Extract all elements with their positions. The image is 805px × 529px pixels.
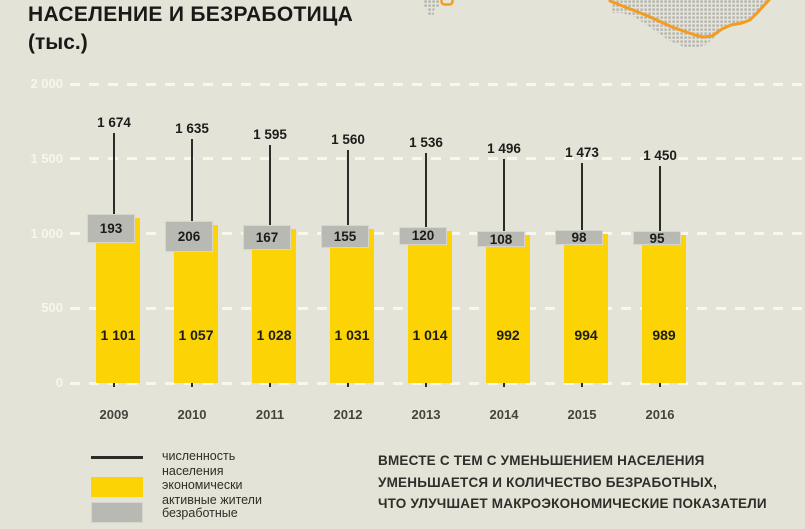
bar-group: 1 496 992 108 2014 — [465, 0, 543, 440]
active-value-label: 1 028 — [256, 326, 292, 343]
map-region-border — [608, 0, 771, 39]
unemployed-value-box: 95 — [633, 231, 681, 245]
bar-group: 1 635 1 057 206 2010 — [153, 0, 231, 440]
year-label: 2016 — [645, 407, 675, 422]
map-island-dots — [424, 0, 439, 16]
active-population-bar: 1 014 — [408, 231, 452, 383]
active-value-label: 992 — [496, 326, 520, 343]
legend-item-active: экономически активные жители — [91, 477, 351, 507]
population-value-label: 1 635 — [175, 120, 209, 136]
chart-title: НАСЕЛЕНИЕ И БЕЗРАБОТИЦА — [28, 3, 354, 26]
active-bar-swatch — [91, 477, 143, 497]
map-island-outline — [440, 0, 454, 6]
legend-label-active: экономически активные жители — [162, 478, 262, 507]
legend-item-unemployed: безработные — [91, 502, 351, 524]
map-mainland-dots — [612, 0, 770, 48]
active-population-bar: 1 028 — [252, 229, 296, 383]
bar-group: 1 674 1 101 193 2009 — [75, 0, 153, 440]
active-value-label: 1 101 — [100, 326, 136, 343]
bar-group: 1 595 1 028 167 2011 — [231, 0, 309, 440]
year-label: 2010 — [177, 407, 207, 422]
y-axis-tick-label: 2 000 — [30, 76, 63, 91]
year-label: 2013 — [411, 407, 441, 422]
note-line-2: УМЕНЬШАЕТСЯ И КОЛИЧЕСТВО БЕЗРАБОТНЫХ, — [378, 474, 718, 490]
active-value-label: 1 014 — [412, 326, 448, 343]
active-population-bar: 1 101 — [96, 218, 140, 383]
population-value-label: 1 595 — [253, 126, 287, 142]
year-label: 2009 — [99, 407, 129, 422]
bar-group: 1 536 1 014 120 2013 — [387, 0, 465, 440]
unemployed-value-box: 98 — [555, 230, 603, 246]
active-population-bar: 994 — [564, 234, 608, 383]
year-label: 2011 — [255, 407, 285, 422]
y-axis-tick-label: 1 500 — [30, 150, 63, 166]
note-line-3: ЧТО УЛУЧШАЕТ МАКРОЭКОНОМИЧЕСКИЕ ПОКАЗАТЕ… — [378, 496, 767, 511]
year-label: 2014 — [489, 407, 519, 422]
unemployed-value-box: 206 — [165, 220, 213, 252]
active-population-bar: 992 — [486, 234, 530, 383]
legend-label-population: численность населения — [162, 449, 236, 478]
unemployed-swatch — [91, 502, 143, 523]
legend-label-unemployed: безработные — [162, 506, 238, 520]
chart-units: (тыс.) — [28, 31, 88, 54]
population-value-label: 1 560 — [331, 131, 365, 147]
active-value-label: 1 057 — [178, 326, 214, 343]
gridline-2000 — [70, 82, 805, 86]
y-axis-tick-label: 1 000 — [30, 225, 63, 241]
y-axis-tick-label: 500 — [41, 300, 63, 316]
unemployed-value-box: 155 — [321, 224, 369, 249]
population-value-label: 1 473 — [565, 144, 599, 160]
y-axis-tick-label: 0 — [55, 375, 63, 390]
population-value-label: 1 450 — [643, 148, 677, 164]
active-population-bar: 989 — [642, 235, 686, 383]
unemployed-value-box: 120 — [399, 227, 447, 246]
population-line-swatch — [91, 456, 143, 459]
note-line-1: ВМЕСТЕ С ТЕМ С УМЕНЬШЕНИЕМ НАСЕЛЕНИЯ — [378, 453, 705, 468]
year-label: 2012 — [333, 407, 363, 422]
gridline-1500 — [70, 157, 805, 161]
active-value-label: 994 — [574, 326, 598, 343]
unemployed-value-box: 108 — [477, 230, 525, 247]
bar-group: 1 473 994 98 2015 — [543, 0, 621, 440]
active-value-label: 1 031 — [334, 326, 370, 343]
population-value-label: 1 536 — [409, 135, 443, 151]
unemployed-value-box: 193 — [87, 214, 135, 244]
active-population-bar: 1 031 — [330, 228, 374, 383]
population-value-label: 1 496 — [487, 141, 521, 157]
active-value-label: 989 — [652, 326, 676, 343]
gridline-0 — [70, 381, 805, 385]
summary-note: ВМЕСТЕ С ТЕМ С УМЕНЬШЕНИЕМ НАСЕЛЕНИЯ УМЕ… — [378, 450, 798, 515]
year-label: 2015 — [567, 407, 597, 422]
legend-item-population: численность населения — [91, 447, 351, 478]
population-value-label: 1 674 — [97, 114, 131, 130]
bar-group: 1 560 1 031 155 2012 — [309, 0, 387, 440]
unemployed-value-box: 167 — [243, 225, 291, 251]
bar-group: 1 450 989 95 2016 — [621, 0, 699, 440]
region-dot-map — [424, 0, 771, 48]
